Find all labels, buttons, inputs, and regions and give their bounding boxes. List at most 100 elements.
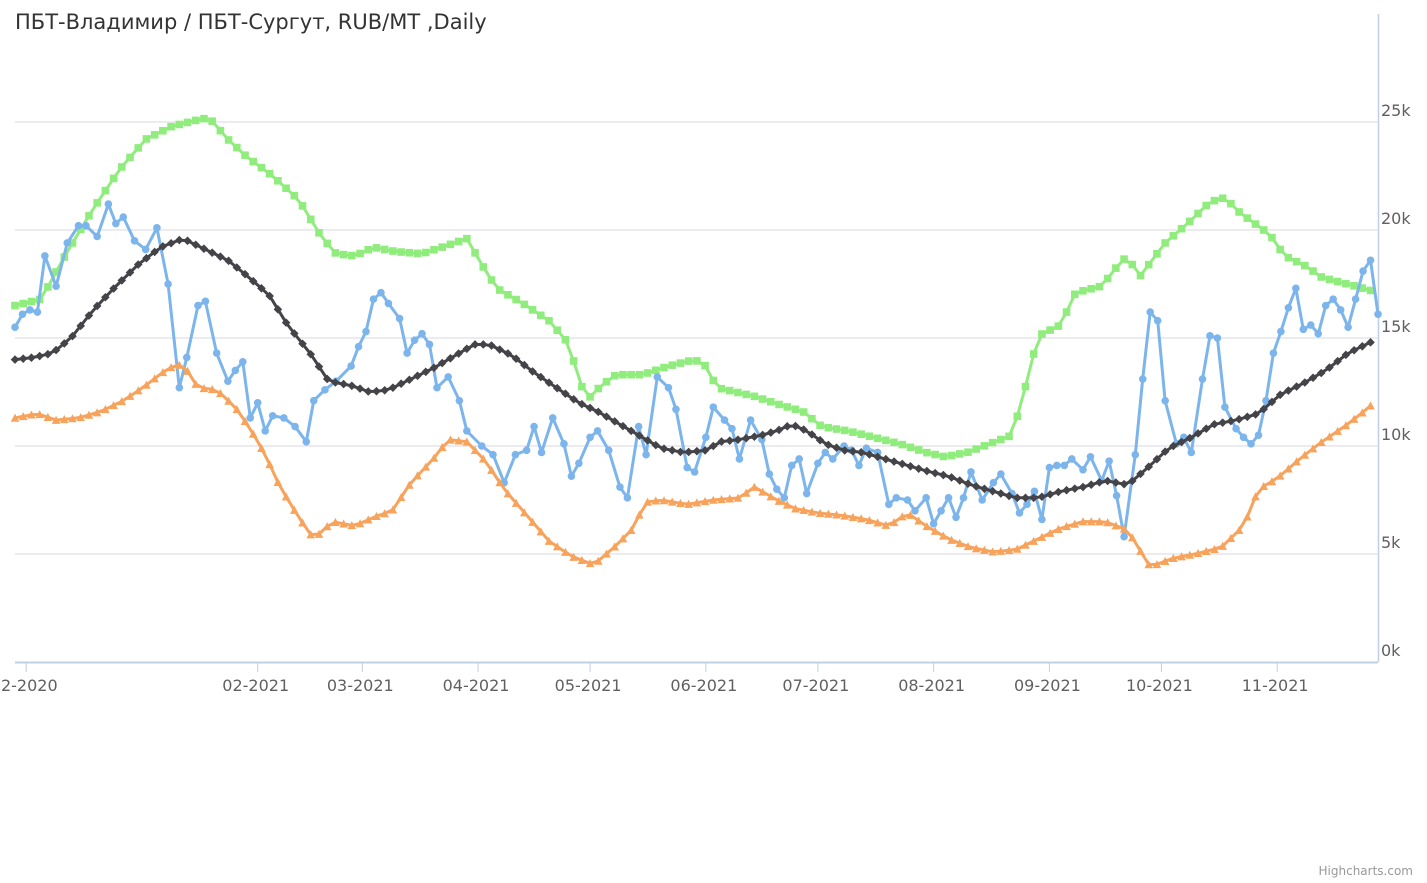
price-marker	[212, 349, 221, 357]
price-marker	[892, 494, 901, 502]
upper_band-marker	[1095, 282, 1104, 291]
price-marker	[746, 416, 755, 424]
upper_band-marker	[643, 369, 652, 377]
lower_band-marker	[1234, 525, 1244, 535]
upper_band-marker	[890, 438, 898, 447]
upper_band-marker	[224, 136, 233, 144]
moving_average-marker	[1201, 424, 1211, 434]
price-marker	[873, 448, 882, 457]
moving_average-marker	[947, 473, 956, 482]
lower_band-marker	[1358, 408, 1367, 417]
moving_average-marker	[1292, 382, 1301, 391]
lower_band-marker	[1308, 444, 1318, 453]
lower_band-marker	[92, 408, 102, 417]
moving_average-marker	[380, 385, 389, 395]
moving_average-marker	[232, 263, 242, 272]
lower_band-marker	[51, 415, 61, 424]
moving_average-marker	[552, 383, 562, 393]
upper_band-marker	[150, 131, 159, 139]
lower_band-marker	[676, 498, 685, 508]
price-marker	[82, 221, 90, 230]
price-marker	[903, 496, 912, 504]
moving_average-marker	[92, 301, 102, 311]
upper_band-marker	[1284, 253, 1293, 262]
upper_band-marker	[298, 202, 307, 210]
moving_average-marker	[955, 476, 965, 485]
price-marker	[280, 414, 288, 422]
lower_band-marker	[446, 435, 455, 444]
lower_band-marker	[248, 429, 258, 438]
lower_band-marker	[717, 495, 726, 504]
upper_band-marker	[249, 157, 258, 166]
moving_average-marker	[109, 284, 118, 293]
upper_band-marker	[1292, 257, 1301, 266]
upper_band-marker	[397, 248, 405, 256]
price-marker	[702, 433, 710, 442]
lower_band-marker	[684, 499, 693, 508]
lower_band-marker	[635, 510, 644, 519]
lower_band-marker	[1119, 524, 1129, 533]
moving_average-marker	[774, 425, 784, 435]
x-tick-label: 04-2021	[443, 676, 510, 695]
lower_band-marker	[1341, 421, 1351, 430]
upper_band-marker	[610, 372, 619, 380]
upper_band-marker	[1079, 286, 1087, 295]
moving_average-marker	[446, 354, 455, 363]
lower_band-marker	[1127, 533, 1137, 542]
lower_band-marker	[166, 363, 176, 372]
moving_average-marker	[988, 486, 997, 496]
price-marker	[463, 427, 471, 435]
moving_average-marker	[1316, 368, 1326, 378]
moving_average-marker	[643, 436, 652, 445]
upper_band-marker	[939, 452, 948, 461]
credits-link[interactable]: Highcharts.com	[1318, 864, 1413, 878]
price-marker	[997, 470, 1005, 478]
moving_average-marker	[602, 412, 611, 421]
price-marker	[772, 485, 781, 494]
moving_average-marker	[314, 362, 324, 371]
upper_band-marker	[315, 229, 323, 237]
tick-labels: 0k 5k 10k 15k 20k 25k 12-2020 02-2021 03-2021 04-…	[0, 101, 1411, 695]
price-marker	[1060, 461, 1069, 470]
moving_average-marker	[610, 417, 620, 426]
upper_band-marker	[512, 295, 520, 304]
lower_band-marker	[922, 522, 932, 531]
moving_average-marker	[799, 425, 808, 434]
lower_band-series	[10, 360, 1375, 569]
moving_average-marker	[1004, 491, 1014, 501]
moving_average-marker	[782, 422, 792, 431]
moving_average-marker	[840, 446, 850, 455]
moving_average-marker	[618, 421, 628, 431]
upper_band-marker	[775, 400, 783, 409]
upper_band-marker	[1210, 196, 1219, 205]
moving_average-marker	[265, 291, 274, 301]
lower_band-marker	[133, 386, 143, 395]
moving_average-marker	[1062, 485, 1071, 495]
moving_average-marker	[807, 430, 817, 439]
lower_band-marker	[109, 401, 118, 410]
moving_average-marker	[684, 447, 693, 457]
price-series	[11, 200, 1382, 541]
upper_band-marker	[758, 395, 767, 403]
upper_band-marker	[857, 430, 865, 439]
price-marker	[1359, 267, 1367, 275]
upper_band-marker	[1013, 412, 1022, 421]
moving_average-marker	[593, 407, 603, 417]
upper_band-marker	[142, 135, 151, 143]
moving_average-marker	[429, 363, 439, 373]
lower_band-marker	[478, 454, 488, 463]
upper_band-marker	[339, 250, 348, 259]
moving_average-marker	[1275, 390, 1285, 400]
lower_band-marker	[750, 482, 759, 491]
price-marker	[93, 232, 101, 241]
upper_band-marker	[405, 248, 414, 257]
lower_band-marker	[331, 517, 340, 526]
price-marker	[1030, 487, 1039, 496]
price-marker	[1262, 396, 1270, 405]
price-marker	[1284, 303, 1293, 312]
lower_band-marker	[413, 471, 422, 480]
price-marker	[1247, 440, 1255, 448]
upper_band-marker	[1325, 275, 1334, 284]
price-marker	[604, 446, 613, 455]
lower_band-marker	[117, 397, 127, 406]
